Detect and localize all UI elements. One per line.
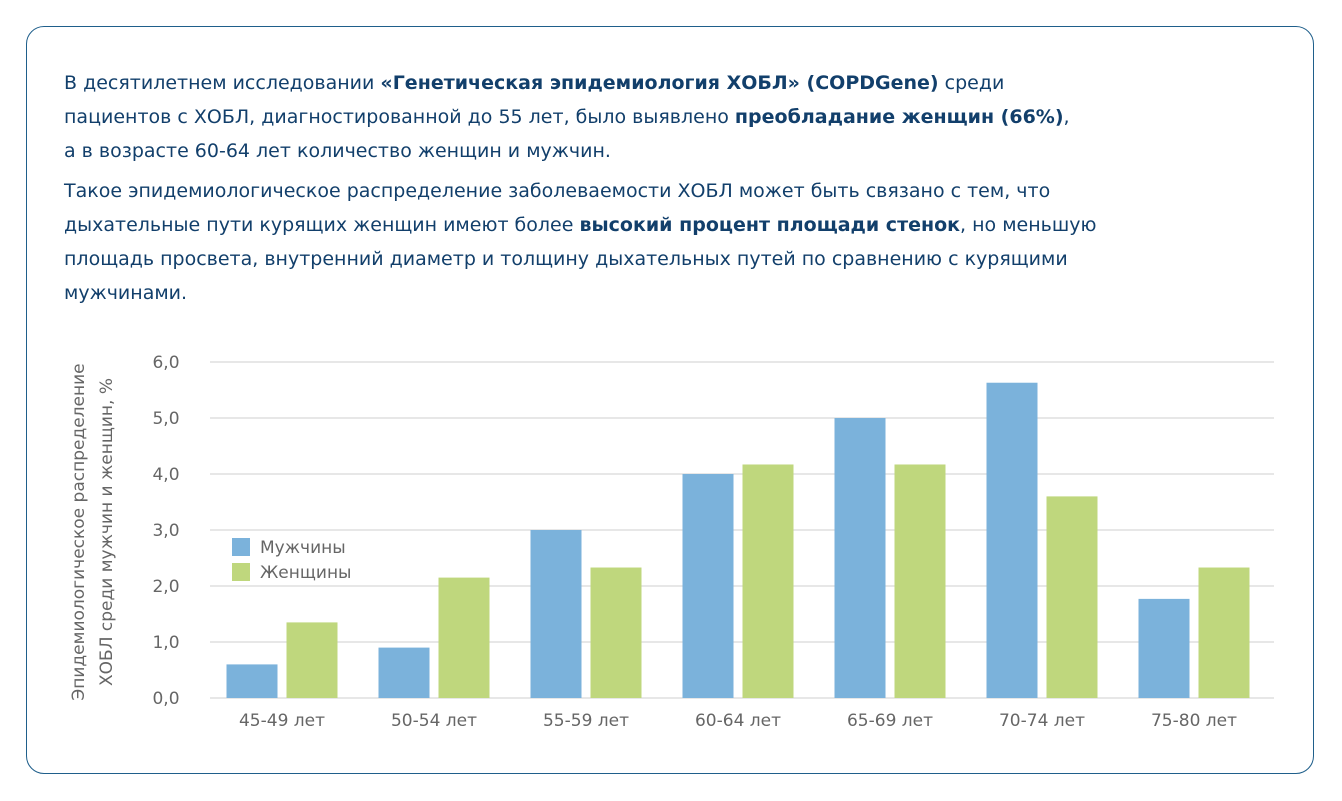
y-axis-label: Эпидемиологическое распределение — [69, 363, 89, 700]
y-tick-label: 0,0 — [152, 689, 179, 709]
y-tick-label: 1,0 — [152, 633, 179, 653]
legend-swatch — [232, 563, 250, 581]
y-axis-label: ХОБЛ среди мужчин и женщин, % — [97, 378, 117, 686]
x-tick-label: 55-59 лет — [543, 711, 629, 731]
y-tick-label: 2,0 — [152, 577, 179, 597]
description-text: В десятилетнем исследовании «Генетическа… — [64, 66, 1284, 310]
highlight-text: высокий процент площади стенок — [579, 214, 961, 236]
bar-men — [834, 418, 886, 698]
text-run: Такое эпидемиологическое распределение з… — [64, 180, 1051, 202]
bar-men — [682, 474, 734, 698]
paragraph-study: В десятилетнем исследовании «Генетическа… — [64, 66, 1284, 168]
text-run: а в возрасте 60-64 лет количество женщин… — [64, 140, 611, 162]
text-run: , но меньшую — [960, 214, 1097, 236]
x-tick-label: 70-74 лет — [999, 711, 1085, 731]
bar-women — [286, 622, 338, 698]
text-run: пациентов с ХОБЛ, диагностированной до 5… — [64, 106, 735, 128]
x-tick-label: 60-64 лет — [695, 711, 781, 731]
x-tick-label: 75-80 лет — [1151, 711, 1237, 731]
text-run: среди — [938, 72, 1005, 94]
bar-women — [894, 464, 946, 698]
y-tick-label: 3,0 — [152, 521, 179, 541]
bar-women — [742, 464, 794, 698]
text-run: дыхательные пути курящих женщин имеют бо… — [64, 214, 580, 236]
bar-women — [438, 577, 490, 698]
y-tick-label: 5,0 — [152, 409, 179, 429]
legend-label: Мужчины — [260, 538, 346, 558]
text-run: В десятилетнем исследовании — [64, 72, 381, 94]
bar-women — [590, 567, 642, 698]
text-run: площадь просвета, внутренний диаметр и т… — [64, 248, 1068, 270]
x-tick-label: 65-69 лет — [847, 711, 933, 731]
bar-men — [986, 382, 1038, 698]
x-tick-label: 45-49 лет — [239, 711, 325, 731]
text-run: мужчинами. — [64, 282, 188, 304]
highlight-text: «Генетическая эпидемиология ХОБЛ» (COPDG… — [380, 72, 939, 94]
y-tick-label: 6,0 — [152, 353, 179, 373]
text-run: , — [1063, 106, 1070, 128]
bar-women — [1198, 567, 1250, 698]
legend-swatch — [232, 538, 250, 556]
bar-women — [1046, 496, 1098, 698]
highlight-text: преобладание женщин (66%) — [734, 106, 1064, 128]
bar-men — [1138, 598, 1190, 698]
bar-men — [530, 530, 582, 698]
legend-label: Женщины — [260, 563, 351, 583]
paragraph-explanation: Такое эпидемиологическое распределение з… — [64, 174, 1284, 310]
y-tick-label: 4,0 — [152, 465, 179, 485]
bar-men — [378, 647, 430, 698]
content-card — [26, 26, 1314, 774]
bar-men — [226, 664, 278, 698]
x-tick-label: 50-54 лет — [391, 711, 477, 731]
